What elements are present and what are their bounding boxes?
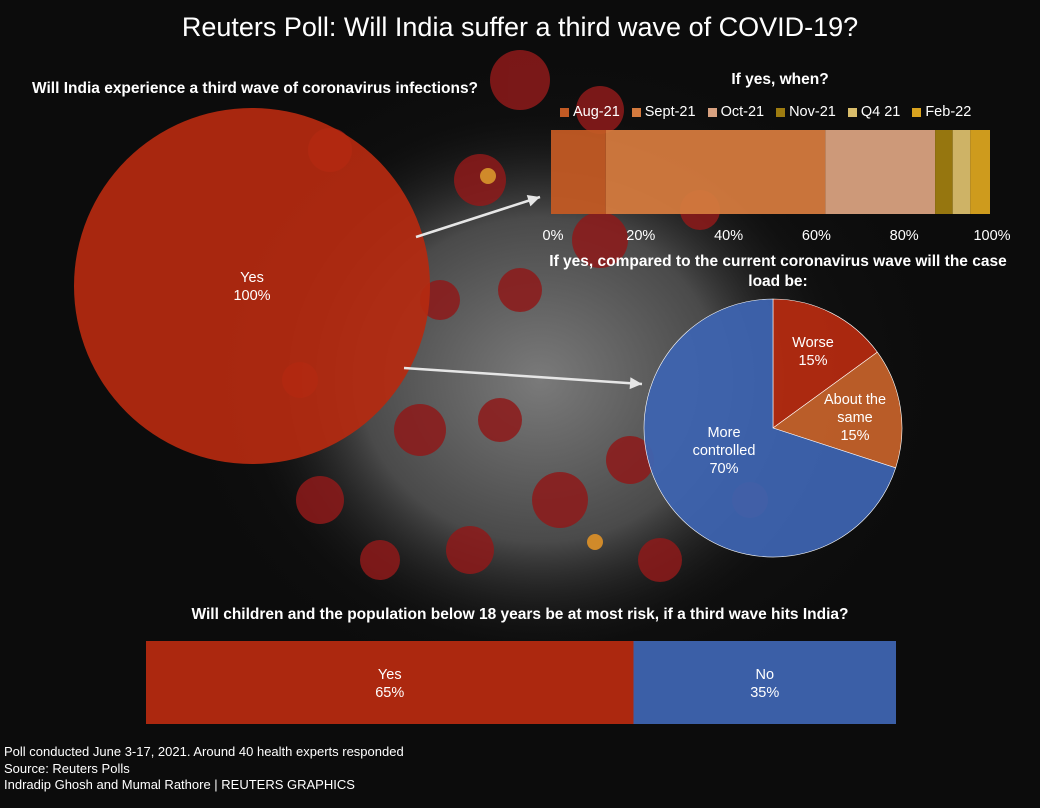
x-tick-label-60: 60%	[802, 228, 831, 244]
legend-item-nov-21: Nov-21	[776, 104, 836, 120]
pie-label-yes: Yes	[240, 270, 264, 286]
x-tick-label-40: 40%	[714, 228, 743, 244]
pie-value-about-the-same: 15%	[840, 428, 869, 444]
bar-value-no: 35%	[750, 685, 779, 701]
bar-segment-nov-21	[935, 130, 953, 214]
bar-label-no: No	[755, 667, 774, 683]
pie-slice-yes	[74, 108, 430, 464]
bar-label-yes: Yes	[378, 667, 402, 683]
legend-label-aug-21: Aug-21	[573, 104, 620, 120]
bar-value-yes: 65%	[375, 685, 404, 701]
legend-label-q4-21: Q4 21	[860, 104, 901, 120]
bar-segment-feb-22	[970, 130, 990, 214]
legend-item-feb-22: Feb-22	[912, 104, 971, 120]
legend-item-sept-21: Sept-21	[631, 104, 696, 120]
question-third-wave: Will India experience a third wave of co…	[32, 80, 479, 97]
pie-slice-more-controlled	[643, 298, 897, 558]
pie-slice-about-the-same	[772, 351, 903, 469]
legend-swatch-nov-21	[776, 107, 786, 117]
pie-value-yes: 100%	[233, 288, 270, 304]
footer-poll-note: Poll conducted June 3-17, 2021. Around 4…	[4, 744, 404, 759]
footer: Poll conducted June 3-17, 2021. Around 4…	[4, 744, 404, 794]
x-tick-label-80: 80%	[890, 228, 919, 244]
pie-label-about-the-same-line1: About the	[824, 392, 886, 408]
chart-title: Reuters Poll: Will India suffer a third …	[181, 12, 859, 42]
pie-value-worse: 15%	[798, 353, 827, 369]
arrow-to-caseload-line	[403, 366, 643, 386]
legend-label-sept-21: Sept-21	[644, 104, 696, 120]
legend-label-feb-22: Feb-22	[925, 104, 972, 120]
question-children-risk: Will children and the population below 1…	[191, 606, 849, 623]
legend: Aug-21 Sept-21 Oct-21 Nov-21 Q4 21 Feb-22	[560, 104, 971, 120]
x-tick-label-100: 100%	[973, 228, 1010, 244]
pie-label-more-controlled-line1: More	[707, 425, 740, 441]
question-when: If yes, when?	[731, 71, 829, 88]
legend-item-q4-21: Q4 21	[847, 104, 901, 120]
legend-item-oct-21: Oct-21	[707, 104, 765, 120]
footer-source: Source: Reuters Polls	[4, 760, 130, 776]
legend-swatch-q4-21	[847, 107, 857, 117]
pie-value-more-controlled: 70%	[709, 461, 738, 477]
bar-segment-oct-21	[825, 130, 936, 214]
question-case-load: If yes, compared to the current coronavi…	[549, 253, 1007, 290]
legend-label-nov-21: Nov-21	[789, 104, 836, 120]
legend-swatch-aug-21	[560, 107, 569, 117]
x-tick-label-20: 20%	[626, 228, 655, 244]
pie-label-worse: Worse	[792, 335, 834, 351]
footer-credits: Indradip Ghosh and Mumal Rathore | REUTE…	[4, 777, 355, 792]
legend-swatch-sept-21	[631, 107, 641, 117]
bar-segment-yes	[146, 641, 634, 724]
pie-slice-worse	[772, 298, 878, 429]
arrow-to-when-head	[526, 194, 540, 207]
bar-segment-sept-21	[605, 130, 826, 214]
arrow-to-caseload-head	[629, 377, 642, 390]
legend-label-oct-21: Oct-21	[720, 104, 765, 120]
legend-swatch-feb-22	[912, 107, 922, 117]
pie-label-more-controlled-line2: controlled	[693, 443, 756, 459]
bar-segment-q4-21	[952, 130, 971, 214]
pie-label-about-the-same-line2: same	[837, 410, 872, 426]
bar-segment-no	[633, 641, 896, 724]
arrow-to-when-line	[415, 195, 541, 239]
legend-item-aug-21: Aug-21	[560, 104, 620, 120]
x-tick-label-0: 0%	[543, 228, 564, 244]
bar-segment-aug-21	[551, 130, 606, 214]
legend-swatch-oct-21	[707, 107, 717, 117]
